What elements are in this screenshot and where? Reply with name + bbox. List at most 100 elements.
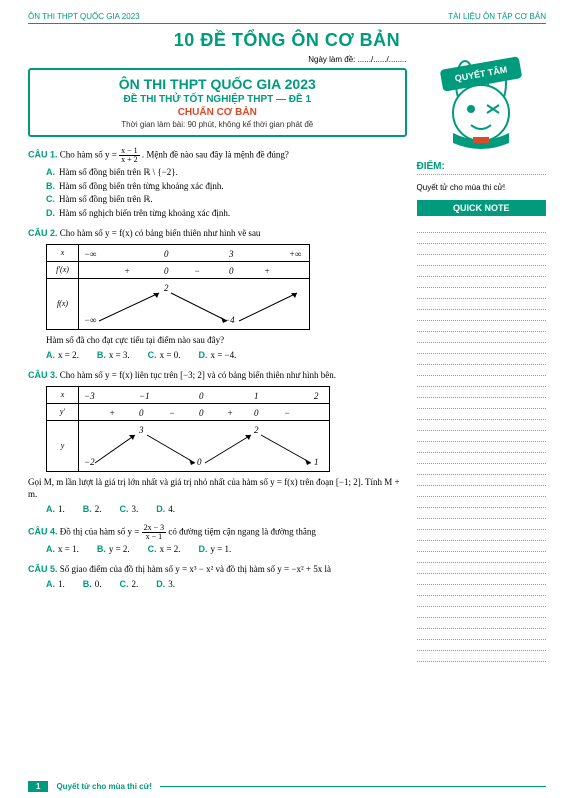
note-line	[417, 618, 546, 629]
q3-subtext: Gọi M, m lần lượt là giá trị lớn nhất và…	[28, 476, 407, 501]
q1-opt-d: D.Hàm số nghịch biến trên từng khoảng xá…	[46, 207, 407, 220]
svg-text:+: +	[109, 408, 115, 418]
note-line	[417, 343, 546, 354]
note-line	[417, 398, 546, 409]
svg-text:+: +	[227, 408, 233, 418]
note-line	[417, 420, 546, 431]
q2-subtext: Hàm số đã cho đạt cực tiểu tại điểm nào …	[28, 334, 407, 347]
footer-motto: Quyết tử cho mùa thi cử!	[56, 782, 152, 791]
svg-text:1: 1	[314, 457, 319, 467]
q2-opt-b: B.x = 3.	[97, 349, 130, 362]
note-line	[417, 354, 546, 365]
q2-opt-c: C.x = 0.	[148, 349, 181, 362]
svg-text:−3: −3	[84, 391, 95, 401]
page: ÔN THI THPT QUỐC GIA 2023 TÀI LIỆU ÔN TẬ…	[0, 0, 564, 798]
q3-opt-c: C.3.	[120, 503, 139, 516]
svg-text:2: 2	[314, 391, 319, 401]
score-label: ĐIỂM:	[417, 161, 546, 175]
q4-opt-b: B.y = 2.	[97, 543, 130, 556]
svg-text:3: 3	[138, 425, 144, 435]
q3-label: CÂU 3.	[28, 370, 58, 380]
q2-variation-table: x −∞ 0 3 +∞ f′(x)	[46, 244, 310, 330]
note-line	[417, 530, 546, 541]
footer: 1 Quyết tử cho mùa thi cử!	[28, 781, 546, 792]
svg-text:0: 0	[199, 391, 204, 401]
q5-opt-d: D.3.	[156, 578, 175, 591]
exam-level: CHUẨN CƠ BẢN	[38, 107, 397, 118]
svg-text:−∞: −∞	[84, 315, 97, 325]
note-line	[417, 508, 546, 519]
note-line	[417, 651, 546, 662]
q3-variation-table: x −3 −1 0 1 2 y′	[46, 386, 330, 472]
question-4: CÂU 4. Đồ thị của hàm số y = 2x − 3 x − …	[28, 524, 407, 556]
svg-text:−1: −1	[139, 391, 150, 401]
right-column: QUYẾT TÂM ĐIỂM: Quyết tử cho mùa thi cử!…	[417, 55, 546, 662]
note-line	[417, 453, 546, 464]
note-line	[417, 552, 546, 563]
q2-opt-a: A.x = 2.	[46, 349, 79, 362]
note-line	[417, 299, 546, 310]
q5-options: A.1. B.0. C.2. D.3.	[28, 578, 407, 591]
table-row: x −∞ 0 3 +∞	[47, 244, 310, 261]
note-line	[417, 233, 546, 244]
svg-text:0: 0	[164, 266, 169, 276]
note-line	[417, 310, 546, 321]
svg-text:0: 0	[139, 408, 144, 418]
header-right: TÀI LIỆU ÔN TẬP CƠ BẢN	[448, 12, 546, 21]
table-row: f(x) 2 −∞ −4	[47, 278, 310, 329]
svg-text:2: 2	[164, 283, 169, 293]
note-line	[417, 574, 546, 585]
svg-text:−: −	[194, 266, 200, 276]
mascot: QUYẾT TÂM	[431, 55, 531, 155]
note-line	[417, 376, 546, 387]
q2-options: A.x = 2. B.x = 3. C.x = 0. D.x = −4.	[28, 349, 407, 362]
exam-time: Thời gian làm bài: 90 phút, không kể thờ…	[38, 120, 397, 129]
svg-text:2: 2	[254, 425, 259, 435]
page-number: 1	[28, 781, 48, 792]
note-line	[417, 486, 546, 497]
left-column: Ngày làm đề: ....../....../........ ÔN T…	[28, 55, 407, 662]
q4-opt-a: A.x = 1.	[46, 543, 79, 556]
q4-opt-c: C.x = 2.	[148, 543, 181, 556]
motto-side: Quyết tử cho mùa thi cử!	[417, 183, 546, 192]
svg-text:−2: −2	[84, 457, 95, 467]
q4-opt-d: D.y = 1.	[198, 543, 231, 556]
q5-stem: Số giao điểm của đồ thị hàm số y = x³ − …	[60, 564, 331, 574]
q1-eq-lhs: y =	[105, 150, 119, 160]
exam-box: ÔN THI THPT QUỐC GIA 2023 ĐỀ THI THỬ TỐT…	[28, 68, 407, 137]
svg-text:−: −	[169, 408, 175, 418]
svg-text:+∞: +∞	[289, 249, 302, 259]
main-title: 10 ĐỀ TỔNG ÔN CƠ BẢN	[28, 30, 546, 51]
note-line	[417, 244, 546, 255]
question-1: CÂU 1. Cho hàm số y = x − 1 x + 2 . Mệnh…	[28, 147, 407, 219]
top-bar: ÔN THI THPT QUỐC GIA 2023 TÀI LIỆU ÔN TẬ…	[28, 12, 546, 24]
q4-label: CÂU 4.	[28, 526, 58, 536]
q4-stem-before: Đồ thị của hàm số	[60, 526, 128, 536]
svg-text:+: +	[264, 266, 270, 276]
exam-title: ÔN THI THPT QUỐC GIA 2023	[38, 76, 397, 92]
q4-stem-after: có đường tiệm cận ngang là đường thẳng	[168, 526, 316, 536]
q1-opt-c: C.Hàm số đồng biến trên ℝ.	[46, 193, 407, 206]
svg-text:0: 0	[164, 249, 169, 259]
svg-text:0: 0	[199, 408, 204, 418]
q1-label: CÂU 1.	[28, 150, 58, 160]
note-line	[417, 475, 546, 486]
note-line	[417, 640, 546, 651]
note-line	[417, 288, 546, 299]
content-row: Ngày làm đề: ....../....../........ ÔN T…	[28, 55, 546, 662]
note-line	[417, 596, 546, 607]
question-2: CÂU 2. Cho hàm số y = f(x) có bảng biến …	[28, 227, 407, 361]
header-left: ÔN THI THPT QUỐC GIA 2023	[28, 12, 140, 21]
note-line	[417, 563, 546, 574]
note-line	[417, 365, 546, 376]
note-line	[417, 266, 546, 277]
note-line	[417, 321, 546, 332]
note-line	[417, 387, 546, 398]
note-line	[417, 255, 546, 266]
note-line	[417, 607, 546, 618]
note-line	[417, 442, 546, 453]
q3-stem: Cho hàm số y = f(x) liên tục trên [−3; 2…	[60, 370, 336, 380]
q5-opt-a: A.1.	[46, 578, 65, 591]
note-line	[417, 585, 546, 596]
note-line	[417, 409, 546, 420]
